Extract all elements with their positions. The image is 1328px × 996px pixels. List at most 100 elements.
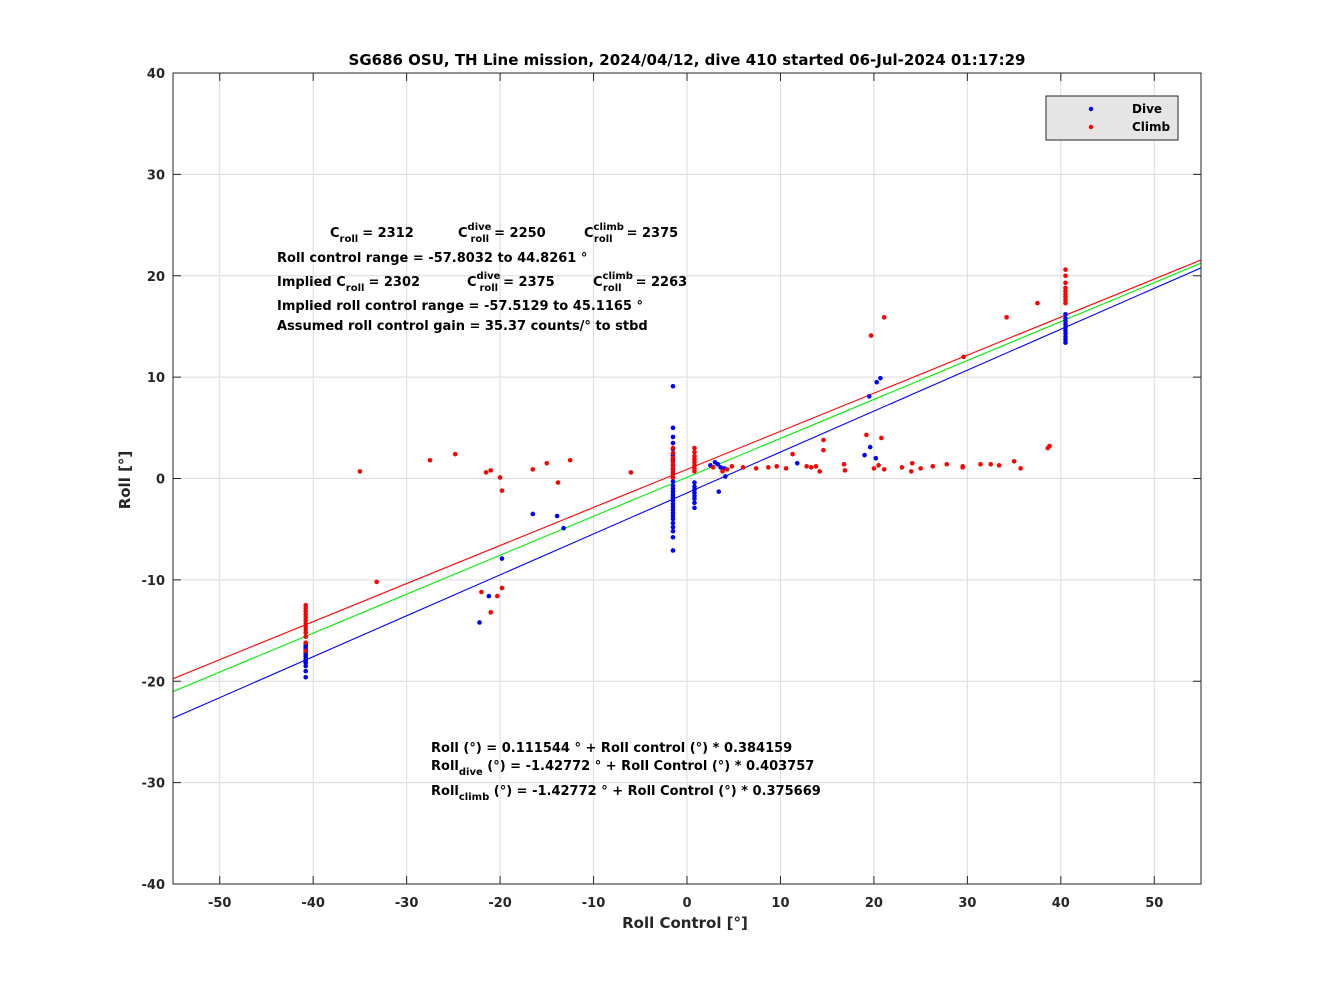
implied-c-roll-annotation: Implied Croll = 2302 (277, 275, 420, 294)
climb-point (879, 435, 884, 441)
y-tick-labels: -40 -30 -20 -10 0 10 20 30 40 (142, 67, 166, 893)
climb-point (808, 465, 814, 470)
climb-point (804, 464, 809, 469)
equation-climb-symbol: Roll (431, 784, 459, 799)
dive-point (303, 668, 309, 674)
climb-point (1004, 315, 1009, 320)
dive-point (715, 462, 721, 467)
chart-title: SG686 OSU, TH Line mission, 2024/04/12, … (349, 51, 1026, 69)
climb-point (871, 466, 877, 471)
climb-point (1018, 466, 1023, 471)
climb-point (868, 333, 874, 338)
x-tick-labels: -50 -40 -30 -20 -10 0 10 20 30 40 50 (208, 896, 1163, 911)
climb-point (753, 466, 759, 471)
climb-point (881, 467, 887, 472)
y-tick-label: -20 (142, 675, 166, 690)
dive-point (530, 511, 536, 517)
dive-point (716, 489, 722, 494)
implied-c-roll-dive-symbol: C (467, 275, 477, 290)
climb-point (813, 464, 819, 469)
y-tick-label: 10 (147, 371, 165, 386)
dive-point (486, 593, 492, 599)
climb-point (374, 579, 380, 585)
climb-point (1063, 280, 1068, 286)
climb-point (670, 445, 676, 451)
climb-point (1047, 443, 1052, 449)
implied-c-roll-climb-value: = 2263 (636, 275, 688, 290)
dive-point (794, 460, 800, 466)
climb-point (483, 470, 489, 475)
climb-point (303, 630, 309, 635)
climb-point (1011, 458, 1017, 464)
climb-point (766, 465, 771, 470)
c-roll-climb-value: = 2375 (627, 226, 679, 241)
c-roll-dive-subscript: roll (470, 234, 489, 245)
dive-point (1063, 311, 1068, 317)
y-tick-label: 30 (147, 168, 165, 183)
legend-box (1045, 95, 1179, 141)
x-tick-label: 0 (682, 896, 691, 911)
y-tick-label: -40 (142, 878, 166, 893)
climb-point (479, 589, 484, 595)
climb-point (628, 470, 634, 475)
x-tick-label: 10 (771, 896, 789, 911)
climb-point (729, 464, 735, 469)
c-roll-value: = 2312 (362, 226, 414, 241)
climb-point (821, 447, 826, 453)
c-roll-climb-subscript: roll (594, 234, 613, 245)
dive-point (692, 496, 697, 502)
climb-point (1035, 300, 1040, 306)
dive-point (670, 524, 676, 530)
climb-point (961, 354, 966, 360)
dive-point (670, 520, 676, 526)
climb-point (555, 480, 561, 485)
dive-point (1063, 340, 1068, 345)
climb-point (909, 460, 915, 466)
dive-point (670, 528, 676, 534)
climb-point (740, 465, 746, 470)
x-tick-label: 50 (1145, 896, 1163, 911)
climb-point (567, 457, 573, 463)
x-tick-label: -50 (208, 896, 232, 911)
dive-point (670, 516, 676, 522)
climb-point (841, 462, 847, 467)
climb-point (692, 469, 697, 474)
axis-ticks (173, 72, 1201, 885)
equation-dive-symbol: Roll (431, 759, 459, 774)
dive-point (692, 500, 697, 506)
climb-point (670, 450, 676, 456)
dive-point (670, 534, 676, 540)
implied-c-roll-subscript: roll (346, 283, 365, 294)
climb-point (488, 610, 494, 615)
climb-point (427, 457, 433, 463)
x-axis-label: Roll Control [°] (622, 914, 748, 932)
climb-point (303, 640, 309, 646)
legend-dive-marker (1088, 106, 1094, 112)
climb-point (790, 451, 795, 457)
legend-climb-label: Climb (1132, 120, 1171, 134)
equation-dive: Rolldive (°) = -1.42772 ° + Roll Control… (431, 759, 814, 778)
climb-point (774, 464, 780, 469)
dive-point (873, 455, 879, 461)
climb-point (499, 488, 505, 493)
dive-point (554, 513, 560, 519)
implied-c-roll-dive-subscript: roll (479, 283, 498, 294)
dive-point (874, 379, 880, 385)
c-roll-climb-annotation: Cclimb roll = 2375 (584, 222, 678, 245)
climb-point (988, 462, 994, 467)
equation-dive-rest: (°) = -1.42772 ° + Roll Control (°) * 0.… (483, 759, 815, 774)
assumed-roll-control-gain: Assumed roll control gain = 35.37 counts… (277, 319, 648, 334)
implied-c-roll-value: = 2302 (368, 275, 420, 290)
dive-point (878, 375, 883, 381)
climb-point (918, 466, 923, 471)
c-roll-subscript: roll (340, 234, 359, 245)
climb-point (499, 585, 505, 591)
equation-climb-rest: (°) = -1.42772 ° + Roll Control (°) * 0.… (489, 784, 821, 799)
climb-point (1063, 267, 1068, 272)
x-tick-label: -10 (582, 896, 606, 911)
data-points (303, 267, 1068, 680)
climb-point (544, 460, 550, 466)
climb-point (996, 463, 1002, 468)
dive-point (718, 465, 723, 470)
equation-climb-subscript: climb (459, 792, 489, 803)
